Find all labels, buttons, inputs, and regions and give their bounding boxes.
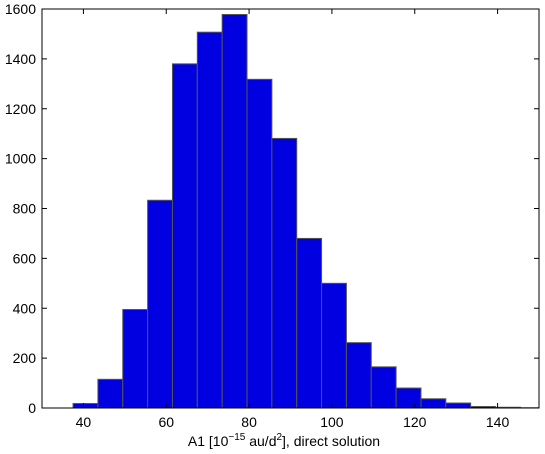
histogram-bar	[122, 308, 149, 409]
histogram-bar	[72, 403, 99, 409]
x-axis-label-suffix: ], direct solution	[282, 433, 380, 449]
histogram-bar	[147, 199, 173, 409]
x-axis-label-exponent-1: −15	[228, 432, 245, 443]
histogram-bar	[296, 237, 323, 409]
histogram-bar	[97, 378, 124, 409]
x-axis-label-prefix: A1 [10	[188, 433, 229, 449]
x-tick-label: 140	[486, 414, 510, 430]
y-tick-label: 400	[13, 300, 37, 316]
histogram-bar	[196, 31, 223, 409]
bars-group	[72, 13, 540, 409]
x-tick-label: 120	[403, 414, 427, 430]
x-tick-label: 100	[320, 414, 344, 430]
y-tick-label: 1200	[5, 101, 36, 117]
histogram-bar	[420, 398, 447, 409]
histogram-bar	[271, 137, 298, 409]
y-tick-label: 1000	[5, 151, 36, 167]
histogram-bar	[345, 342, 372, 409]
histogram-bar	[171, 63, 198, 409]
x-tick-label: 80	[241, 414, 257, 430]
histogram-bar	[321, 282, 347, 409]
x-axis-label: A1 [10−15 au/d2], direct solution	[188, 432, 380, 449]
histogram-bar	[445, 402, 472, 409]
y-tick-label: 1600	[5, 1, 36, 17]
x-axis-label-exponent-2: 2	[276, 432, 282, 443]
y-tick-label: 800	[13, 201, 37, 217]
x-ticks-group: 40 60 80 100 120 140	[76, 9, 510, 430]
y-tick-label: 1400	[5, 51, 36, 67]
y-tick-label: 200	[13, 350, 37, 366]
histogram-bar	[370, 366, 397, 409]
histogram-bar	[221, 13, 248, 409]
y-tick-label: 0	[28, 400, 36, 416]
x-tick-label: 40	[76, 414, 92, 430]
x-tick-label: 60	[158, 414, 174, 430]
x-axis-label-mid: au/d	[245, 433, 276, 449]
histogram-bar	[395, 387, 422, 409]
y-tick-label: 600	[13, 250, 37, 266]
histogram-bar	[246, 78, 273, 409]
y-ticks-group: 0 200 400 600 800 1000 1200 1400 1600	[5, 1, 539, 416]
